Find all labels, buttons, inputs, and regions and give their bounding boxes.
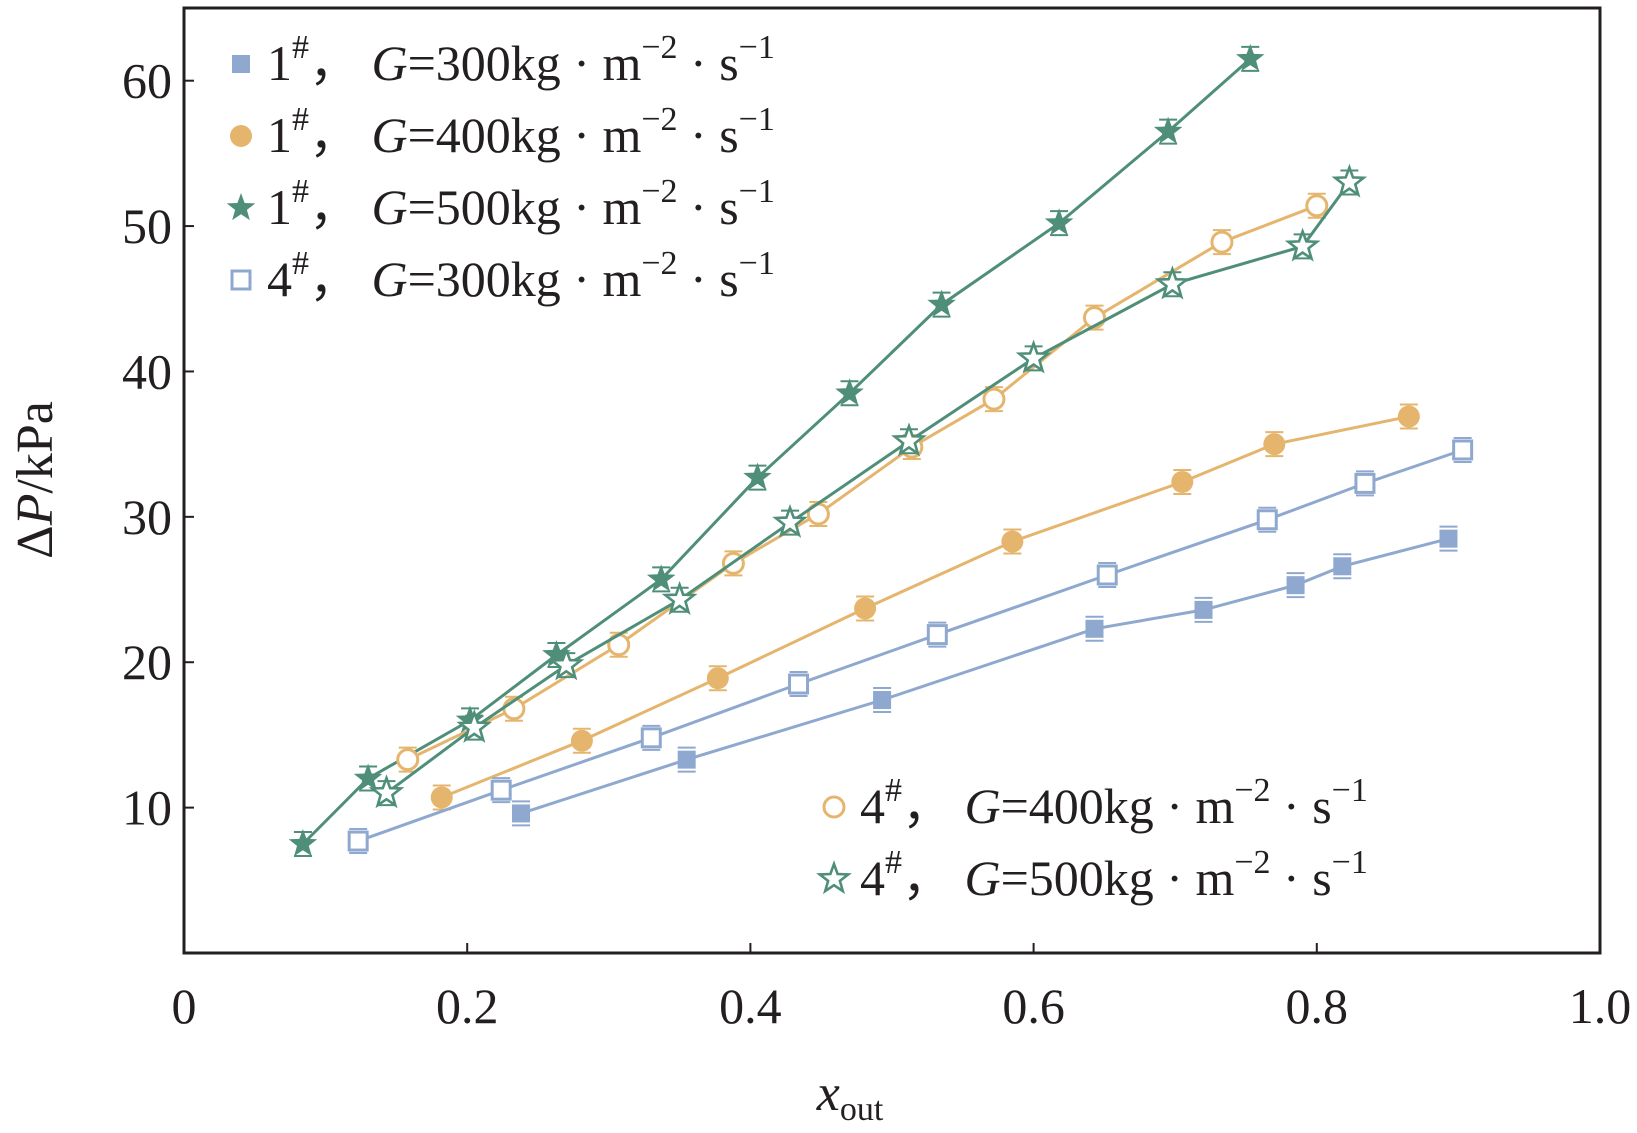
x-tick-label: 0.8 (1286, 978, 1349, 1034)
data-point (570, 729, 593, 752)
data-point (1194, 600, 1213, 619)
data-point (640, 727, 662, 749)
legend-entry-1: 1#， G=300kg · m−2 · s−1 (232, 29, 775, 91)
data-point (1439, 529, 1458, 548)
data-point (854, 597, 877, 620)
data-point (646, 564, 676, 592)
x-tick-label: 1.0 (1569, 978, 1632, 1034)
data-point (1044, 208, 1074, 236)
data-point (772, 503, 808, 538)
data-point (982, 387, 1006, 411)
data-point (788, 673, 810, 695)
data-point (661, 580, 698, 615)
data-point (1001, 530, 1024, 553)
y-axis-title: ΔP/kPa (7, 401, 64, 559)
legend-label: 4#， G=300kg · m−2 · s−1 (267, 245, 775, 307)
legend-marker (230, 269, 252, 291)
data-point (430, 786, 453, 809)
data-point (1286, 576, 1305, 595)
series-layer (288, 43, 1474, 857)
legend-marker (226, 193, 256, 221)
data-point (542, 640, 571, 668)
data-point (1305, 194, 1329, 218)
series-line (385, 181, 1351, 795)
legend-marker (822, 795, 846, 819)
x-axis-title: xout (816, 1065, 884, 1128)
data-point (677, 750, 696, 769)
data-point (1236, 43, 1265, 71)
data-point (1153, 116, 1183, 144)
series-4 (347, 436, 1474, 855)
data-point (1331, 163, 1368, 198)
y-tick-label: 60 (122, 53, 172, 109)
data-point (891, 422, 927, 457)
data-point (927, 289, 956, 317)
data-point (1263, 433, 1286, 456)
legend-marker (232, 55, 250, 73)
legend-label: 1#， G=400kg · m−2 · s−1 (267, 101, 775, 163)
data-point (1284, 227, 1321, 262)
x-tick-label: 0.2 (436, 978, 499, 1034)
x-tick-label: 0 (172, 978, 197, 1034)
series-6 (368, 163, 1368, 809)
legend-marker (230, 125, 252, 147)
legend-label: 1#， G=300kg · m−2 · s−1 (267, 29, 775, 91)
y-tick-label: 50 (122, 198, 172, 254)
legend-label: 1#， G=500kg · m−2 · s−1 (267, 173, 775, 235)
data-point (926, 624, 948, 646)
data-point (1397, 405, 1420, 428)
plot-frame (182, 6, 1602, 955)
data-point (288, 829, 318, 857)
series-line (301, 57, 1252, 846)
y-tick-label: 30 (122, 489, 172, 545)
series-1 (512, 525, 1458, 827)
data-point (512, 804, 531, 823)
x-tick-label: 0.6 (1002, 978, 1065, 1034)
y-tick-label: 40 (122, 343, 172, 399)
legend-label: 4#， G=400kg · m−2 · s−1 (860, 772, 1368, 834)
data-point (1354, 472, 1376, 494)
data-point (490, 779, 512, 801)
legend-entry-5: 4#， G=400kg · m−2 · s−1 (822, 772, 1368, 834)
data-point (456, 708, 493, 743)
data-point (1085, 619, 1104, 638)
x-tick-label: 0.4 (719, 978, 782, 1034)
data-point (396, 748, 420, 772)
data-point (1171, 470, 1194, 493)
legend-entry-6: 4#， G=500kg · m−2 · s−1 (816, 844, 1368, 906)
data-point (743, 462, 772, 490)
data-point (1210, 230, 1234, 254)
y-tick-label: 10 (122, 780, 172, 836)
legend-label: 4#， G=500kg · m−2 · s−1 (860, 844, 1368, 906)
data-point (873, 691, 892, 710)
axis-layer: 10 20 30 40 50 60 0 0.2 0.4 0.6 0.8 1.0 (122, 53, 1631, 1034)
data-point (353, 763, 383, 791)
data-point (1154, 265, 1191, 300)
series-line (441, 415, 1410, 799)
legend-marker (816, 860, 852, 895)
data-point (1333, 557, 1352, 576)
data-point (1015, 339, 1052, 374)
data-point (455, 705, 485, 733)
data-point (347, 830, 369, 852)
legend-entry-2: 1#， G=400kg · m−2 · s−1 (230, 101, 775, 163)
data-point (1096, 564, 1118, 586)
legend-entry-4: 4#， G=300kg · m−2 · s−1 (230, 245, 775, 307)
data-point (1452, 439, 1474, 461)
y-tick-label: 20 (122, 634, 172, 690)
legend-entry-3: 1#， G=500kg · m−2 · s−1 (226, 173, 775, 235)
data-point (368, 774, 405, 809)
data-point (835, 378, 864, 406)
legend-layer: 1#， G=300kg · m−2 · s−1 1#， G=400kg · m−2… (226, 29, 1368, 906)
series-3 (288, 43, 1265, 857)
data-point (548, 646, 585, 681)
series-2 (430, 403, 1420, 811)
data-point (706, 667, 729, 690)
data-point (1256, 509, 1278, 531)
